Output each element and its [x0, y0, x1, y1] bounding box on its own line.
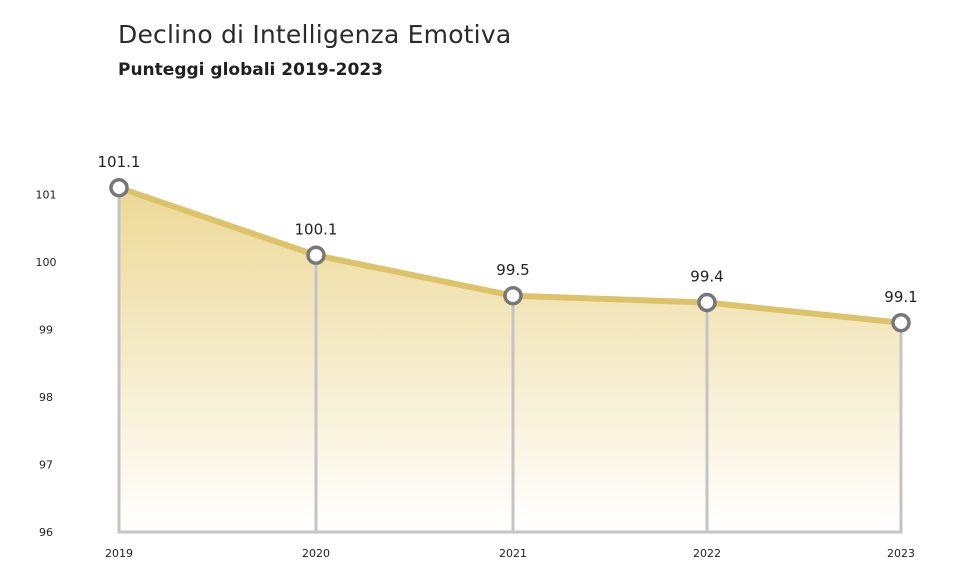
data-point-2019 [109, 178, 129, 198]
x-tick-label: 2022 [693, 547, 721, 560]
data-label-2021: 99.5 [496, 261, 529, 279]
area-fill [119, 187, 901, 532]
y-tick-label: 97 [39, 459, 53, 472]
x-tick-label: 2023 [887, 547, 915, 560]
x-tick-label: 2021 [499, 547, 527, 560]
y-tick-label: 100 [36, 256, 57, 269]
data-point-2023 [891, 313, 911, 333]
data-point-2020 [306, 245, 326, 265]
data-label-2020: 100.1 [295, 220, 338, 238]
data-label-2022: 99.4 [690, 268, 723, 286]
data-label-2019: 101.1 [98, 153, 141, 171]
chart-subtitle: Punteggi globali 2019-2023 [118, 60, 383, 80]
y-tick-label: 101 [36, 189, 57, 202]
y-tick-label: 96 [39, 526, 53, 539]
data-point-2022 [697, 292, 717, 313]
y-tick-label: 99 [39, 324, 53, 337]
x-tick-label: 2020 [302, 547, 330, 560]
data-point-2021 [503, 286, 523, 306]
x-tick-label: 2019 [105, 547, 133, 560]
y-tick-label: 98 [39, 391, 53, 404]
chart-title: Declino di Intelligenza Emotiva [118, 20, 512, 49]
data-label-2023: 99.1 [884, 288, 917, 306]
